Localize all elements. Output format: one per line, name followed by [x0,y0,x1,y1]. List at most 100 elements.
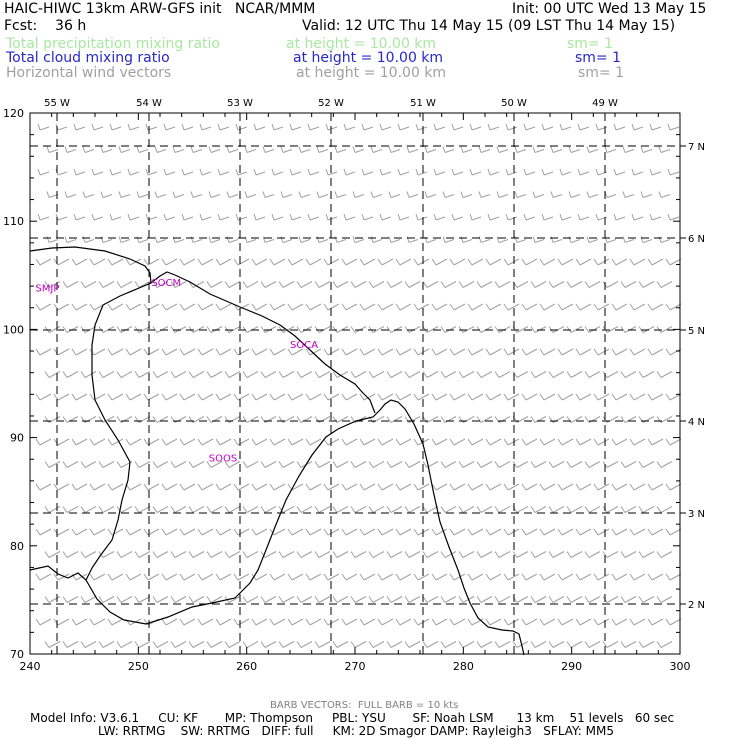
wind-barb [154,146,167,153]
wind-barb [442,236,455,243]
wind-barb [512,461,529,468]
wind-barb [512,596,529,603]
wind-barb [305,393,322,401]
wind-barb [431,528,448,536]
wind-barb [566,416,583,423]
wind-barb [206,416,223,423]
field-wind-sm: sm= 1 [578,65,625,81]
wind-barb [89,393,106,401]
wind-barb [503,483,520,491]
wind-barb [64,191,77,198]
wind-barb [406,236,419,243]
wind-barb [296,371,313,378]
wind-barb [379,123,392,131]
wind-barb [262,191,275,198]
wind-barb [658,236,671,243]
wind-barbs [35,123,682,648]
wind-barb [100,191,113,198]
wind-barb [422,506,439,513]
wind-barb [532,236,545,243]
wind-barb [629,258,646,266]
wind-barb [415,213,428,221]
wind-barb [170,596,187,603]
wind-barb [548,416,565,423]
wind-barb [631,168,644,176]
wind-barb [44,281,61,288]
wind-barb [161,483,178,491]
wind-barb [253,123,266,131]
wind-barb [172,191,185,198]
wind-barb [629,393,646,401]
wind-barb [269,303,286,311]
wind-barb [460,146,473,153]
wind-barb [53,393,70,401]
wind-barb [190,146,203,153]
wind-barb [215,618,232,626]
wind-barb [647,393,664,401]
wind-barb [35,348,52,356]
wind-barb [341,303,358,311]
wind-barb [478,146,491,153]
wind-barb [638,371,655,378]
wind-barb [478,236,491,243]
wind-barb [55,213,68,221]
wind-barb [107,303,124,311]
wind-barb [422,596,439,603]
wind-barb [332,596,349,603]
wind-barb [514,146,527,153]
wind-barb [64,146,77,153]
wind-barb [136,146,149,153]
wind-barb [586,236,599,243]
wind-barb [557,573,574,581]
wind-barb [514,236,527,243]
longitude-label: 49 W [592,98,618,109]
wind-barb [584,551,601,558]
wind-barb [413,528,430,536]
wind-barb [125,528,142,536]
wind-barb [521,618,538,626]
wind-barb [620,416,637,423]
wind-barb [647,348,664,356]
wind-barb [530,371,547,378]
wind-barb [125,438,142,446]
wind-barb [359,438,376,446]
wind-barb [278,371,295,378]
wind-barb [613,213,626,221]
wind-barb [197,573,214,581]
wind-barb [586,146,599,153]
field-precip-name: Total precipitation mixing ratio [6,36,220,52]
wind-barb [118,236,131,243]
wind-barb [521,438,538,446]
wind-barb [278,551,295,558]
x-tick-label: 270 [345,660,366,673]
wind-barb [134,371,151,378]
wind-barb [314,596,331,603]
wind-barb [251,303,268,311]
wind-barb [379,213,392,221]
wind-barb [44,596,61,603]
wind-barb [611,483,628,491]
wind-barb [494,551,511,558]
wind-barb [35,483,52,491]
wind-barb [53,348,70,356]
wind-barb [242,461,259,468]
wind-barb [611,573,628,581]
wind-barb [323,258,340,266]
wind-barb [188,641,205,648]
wind-barb [82,191,95,198]
x-tick-label: 290 [561,660,582,673]
wind-barb [98,371,115,378]
wind-barb [253,213,266,221]
wind-barb [181,168,194,176]
wind-barb [233,573,250,581]
wind-barb [224,461,241,468]
wind-barb [575,573,592,581]
wind-barb [512,551,529,558]
wind-barb [370,236,383,243]
wind-barb [107,618,124,626]
wind-barb [341,393,358,401]
wind-barb [217,213,230,221]
wind-barb [512,281,529,288]
wind-barb [467,573,484,581]
wind-barb [521,258,538,266]
